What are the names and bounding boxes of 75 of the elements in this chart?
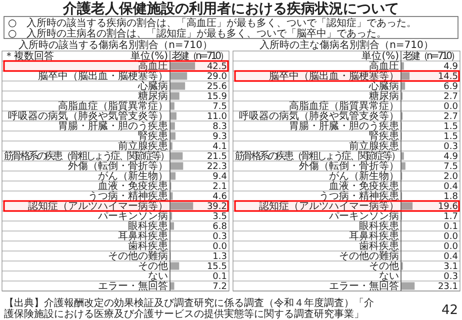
data-label: 1.5	[444, 122, 458, 132]
data-label: 15.9	[206, 92, 228, 102]
data-label: 2.7	[444, 112, 458, 122]
text: 42	[441, 303, 458, 318]
y-tick-label: エラー・無回答	[329, 280, 399, 292]
data-label: 23.1	[438, 282, 458, 292]
y-tick-label: エラー・無回答	[98, 280, 168, 292]
data-label: 42.5	[206, 62, 227, 72]
y-tick-label: ない	[379, 271, 399, 282]
data-label: 3.5	[212, 212, 227, 222]
text: ○ 入所時の該当する疾病の割合は、「高血圧」が最も多く、ついで「認知症」であった。	[8, 17, 417, 29]
y-tick-label: うつ病・精神疾患	[319, 190, 399, 202]
data-label: 7.2	[212, 282, 227, 292]
text: 介護老人保健施設の利用者における疾病状況について	[62, 0, 399, 17]
text: ＊複数回答	[4, 50, 54, 62]
data-label: 0.4	[444, 252, 458, 262]
y-tick-label: ない	[148, 271, 168, 282]
series-label: 老健（n=710）	[172, 50, 228, 62]
data-label: 1.5	[444, 132, 458, 142]
data-label: 7.5	[212, 102, 227, 112]
data-label: 1.7	[444, 212, 458, 222]
data-label: 4.6	[212, 192, 228, 202]
y-tick-label: 高脂血症（脂質異常症）	[58, 100, 168, 112]
y-tick-label: その他	[138, 260, 168, 272]
data-label: 0.3	[212, 232, 227, 242]
text: 単位(%)	[130, 50, 168, 62]
data-label: 14.5	[438, 72, 458, 82]
data-label: 8.3	[212, 122, 227, 132]
text: 【出典】介護報酬改定の効果検証及び調査研究に係る調査（令和４年度調査）「介護保険施設における医療及び介護サービスの提供実態等に関する調査研究事業」	[4, 297, 374, 320]
data-label: 0.1	[212, 272, 227, 282]
data-label: 2.0	[444, 172, 458, 182]
data-label: 4.9	[444, 152, 458, 162]
y-tick-label: 高脂血症（脂質異常症）	[289, 100, 399, 112]
data-label: 11.0	[206, 112, 228, 122]
data-label: 0.3	[444, 272, 458, 282]
data-label: 2.1	[212, 182, 227, 192]
data-label: 3.1	[444, 262, 458, 272]
data-label: 4.1	[212, 142, 227, 152]
data-label: 4.9	[444, 62, 458, 72]
data-label: 25.6	[206, 82, 228, 92]
data-label: 0.0	[444, 102, 458, 112]
data-label: 0.0	[444, 232, 458, 242]
series-label: 老健（n=710）	[402, 50, 458, 62]
y-tick-label: 筋骨格系の疾患（骨粗しょう症、関節症等）	[4, 150, 168, 162]
data-label: 6.9	[444, 82, 458, 92]
y-tick-label: うつ病・精神疾患	[88, 190, 168, 202]
chart-title: 入所時の主な傷病名別割合（n=710）	[260, 39, 434, 51]
data-label: 0.0	[444, 242, 458, 252]
data-label: 21.5	[206, 152, 227, 162]
data-label: 9.3	[212, 132, 227, 142]
data-label: 19.6	[438, 202, 458, 212]
data-label: 7.5	[444, 162, 458, 172]
data-label: 1.8	[444, 192, 458, 202]
data-label: 6.8	[212, 222, 228, 232]
data-label: 29.0	[206, 72, 228, 82]
chart-title: 入所時の該当する傷病名別割合（n=710）	[18, 39, 212, 51]
data-label: 0.1	[444, 222, 458, 232]
text: 単位(%)	[362, 50, 400, 62]
y-tick-label: 筋骨格系の疾患（骨粗しょう症、関節症等）	[234, 150, 399, 162]
data-label: 39.2	[206, 202, 227, 212]
y-tick-label: その他の難病	[339, 250, 399, 262]
data-label: 15.5	[206, 262, 227, 272]
y-tick-label: 高血圧	[369, 60, 399, 72]
data-label: 1.3	[212, 252, 227, 262]
y-tick-label: 認知症（アルツハイマー病等）	[28, 200, 168, 212]
data-label: 0.0	[212, 242, 228, 252]
y-tick-label: 認知症（アルツハイマー病等）	[259, 200, 399, 212]
y-tick-label: その他の難病	[108, 250, 168, 262]
data-label: 2.7	[444, 92, 458, 102]
data-label: 9.4	[212, 172, 228, 182]
data-label: 22.3	[206, 162, 227, 172]
y-tick-label: その他	[369, 260, 399, 272]
data-label: 0.3	[444, 142, 458, 152]
data-label: 0.4	[444, 182, 458, 192]
text: ○ 入所時の主病名の割合は、「認知症」が最も多く、ついで「脳卒中」であった。	[8, 28, 387, 40]
